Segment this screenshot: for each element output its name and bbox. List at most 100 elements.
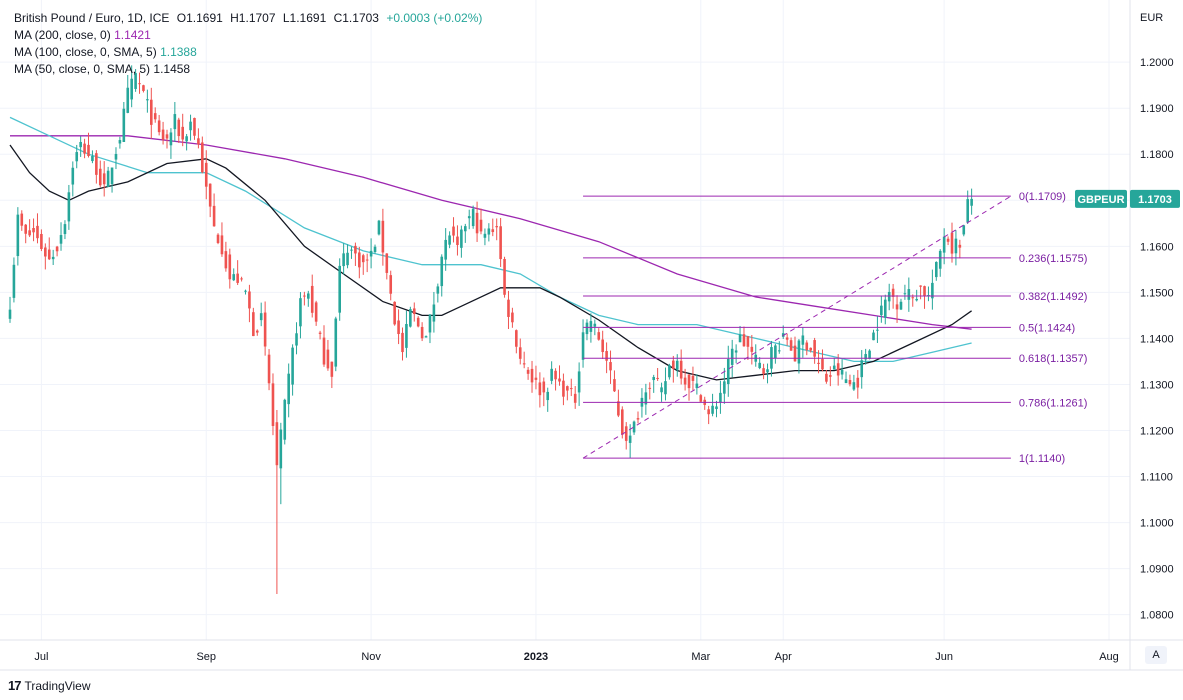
candle[interactable]: [825, 370, 828, 384]
candles[interactable]: [8, 65, 973, 594]
candle[interactable]: [204, 150, 208, 200]
candle[interactable]: [942, 228, 946, 265]
candle[interactable]: [401, 327, 404, 361]
candle[interactable]: [354, 242, 357, 266]
candle[interactable]: [295, 322, 298, 355]
candle[interactable]: [695, 374, 699, 395]
symbol-tag-bg[interactable]: [1075, 189, 1127, 208]
candle[interactable]: [330, 361, 334, 389]
candle[interactable]: [715, 400, 718, 418]
candle[interactable]: [452, 217, 455, 243]
legend-ma50[interactable]: MA (50, close, 0, SMA, 5) 1.1458: [14, 61, 482, 78]
candle[interactable]: [432, 291, 436, 333]
candle[interactable]: [515, 329, 518, 354]
candle[interactable]: [726, 345, 730, 397]
candle[interactable]: [197, 128, 200, 149]
candle[interactable]: [142, 84, 145, 93]
candle[interactable]: [550, 361, 553, 385]
candle[interactable]: [369, 238, 373, 269]
candle[interactable]: [789, 337, 793, 351]
candle[interactable]: [244, 289, 247, 295]
candle[interactable]: [193, 117, 196, 140]
candle[interactable]: [310, 274, 314, 318]
candle[interactable]: [44, 243, 47, 270]
legend-ma100[interactable]: MA (100, close, 0, SMA, 5) 1.1388: [14, 44, 482, 61]
candle[interactable]: [758, 357, 761, 370]
candle[interactable]: [114, 147, 118, 170]
last-price-label[interactable]: 1.1703: [1138, 194, 1172, 206]
candle[interactable]: [157, 114, 161, 136]
candle[interactable]: [146, 89, 149, 113]
candle[interactable]: [801, 327, 805, 358]
candle[interactable]: [373, 244, 377, 254]
candle[interactable]: [460, 225, 463, 258]
candle[interactable]: [32, 218, 35, 242]
candle[interactable]: [346, 244, 349, 269]
candle[interactable]: [809, 347, 812, 353]
candle[interactable]: [20, 210, 24, 231]
candle[interactable]: [679, 349, 683, 385]
candle[interactable]: [63, 220, 67, 240]
candle[interactable]: [342, 243, 345, 275]
candle[interactable]: [318, 330, 322, 340]
candle[interactable]: [762, 363, 765, 380]
candle[interactable]: [79, 136, 82, 157]
candle[interactable]: [691, 366, 695, 391]
candle[interactable]: [880, 295, 883, 323]
candle[interactable]: [840, 359, 844, 380]
candle[interactable]: [836, 354, 840, 386]
candle[interactable]: [416, 316, 420, 328]
candle[interactable]: [102, 161, 106, 197]
candle[interactable]: [83, 138, 86, 159]
candle[interactable]: [150, 87, 153, 139]
candle[interactable]: [106, 166, 110, 188]
candle[interactable]: [770, 340, 773, 377]
candle[interactable]: [471, 205, 475, 229]
candle[interactable]: [848, 374, 852, 387]
candle[interactable]: [134, 69, 137, 92]
candle[interactable]: [59, 222, 63, 251]
candle[interactable]: [805, 340, 809, 356]
candle[interactable]: [126, 74, 130, 114]
candle[interactable]: [464, 223, 467, 243]
candle[interactable]: [314, 300, 318, 326]
candle[interactable]: [67, 184, 71, 230]
candle[interactable]: [585, 319, 589, 341]
candle[interactable]: [212, 193, 216, 227]
candle[interactable]: [530, 360, 534, 393]
candle[interactable]: [954, 230, 958, 266]
candle[interactable]: [267, 349, 271, 391]
candle[interactable]: [444, 228, 447, 271]
candle[interactable]: [503, 256, 506, 298]
candle[interactable]: [236, 260, 239, 286]
candle[interactable]: [279, 422, 283, 505]
candle[interactable]: [71, 161, 75, 197]
candle[interactable]: [263, 301, 267, 356]
candle[interactable]: [542, 377, 546, 407]
candle[interactable]: [672, 355, 675, 383]
candle[interactable]: [28, 219, 31, 238]
candle[interactable]: [793, 336, 797, 362]
candle[interactable]: [51, 249, 55, 265]
candle[interactable]: [169, 128, 173, 159]
candle[interactable]: [534, 365, 538, 390]
candle[interactable]: [358, 246, 361, 279]
candle[interactable]: [365, 253, 369, 273]
candle[interactable]: [479, 208, 483, 235]
candle[interactable]: [675, 354, 679, 377]
candle[interactable]: [927, 286, 930, 302]
candle[interactable]: [864, 348, 867, 365]
candle[interactable]: [299, 292, 302, 339]
candle[interactable]: [165, 129, 169, 149]
candle[interactable]: [813, 337, 816, 364]
candle[interactable]: [522, 351, 526, 369]
candle[interactable]: [436, 283, 440, 303]
candle[interactable]: [907, 277, 911, 312]
candle[interactable]: [946, 236, 950, 246]
candle[interactable]: [40, 229, 43, 252]
candle[interactable]: [829, 366, 832, 387]
candle[interactable]: [307, 290, 310, 307]
candle[interactable]: [232, 268, 236, 282]
candle[interactable]: [687, 374, 691, 401]
